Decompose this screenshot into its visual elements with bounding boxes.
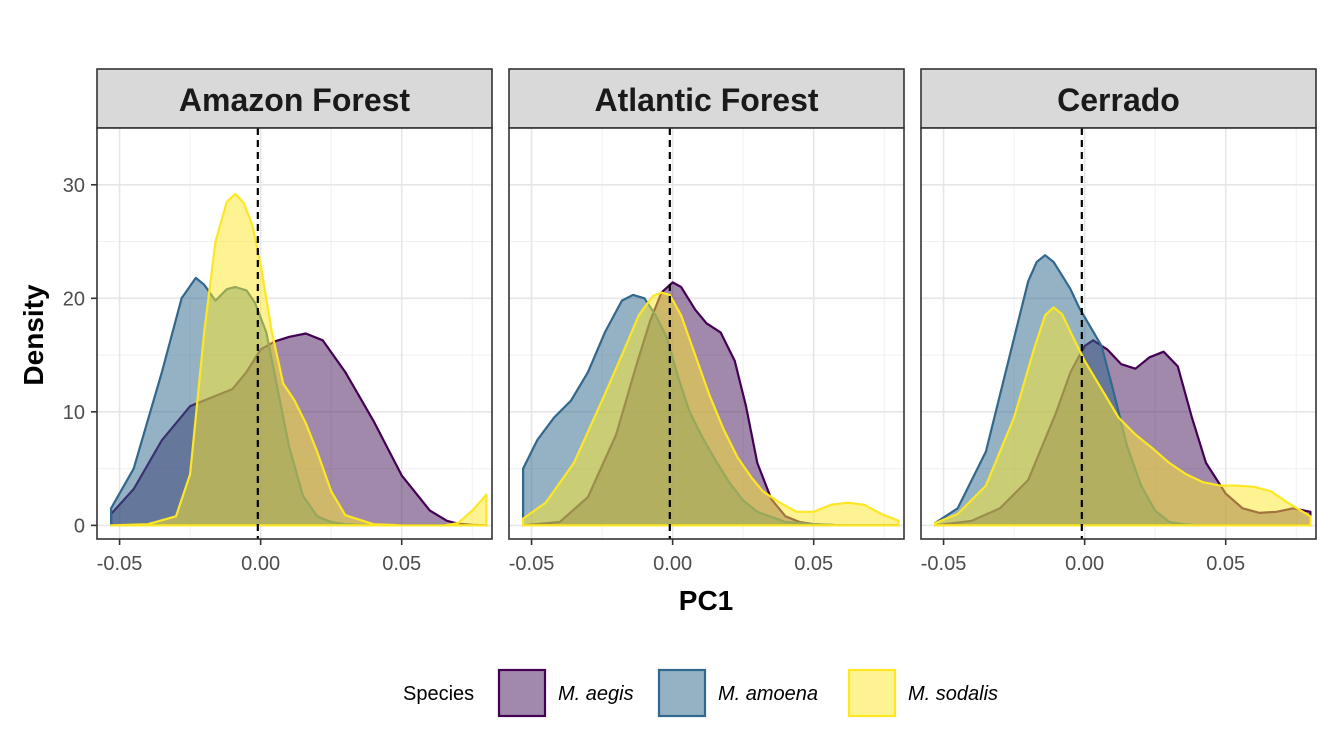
facet-title: Atlantic Forest [594, 82, 818, 118]
panel-border [920, 127, 1317, 540]
x-tick-label: 0.05 [382, 553, 421, 575]
legend-item-m-amoena: M. amoena [657, 668, 818, 718]
facet-strip [96, 68, 493, 129]
legend-title: Species [403, 683, 474, 705]
legend-swatch [497, 668, 547, 718]
x-tick-label: 0.00 [241, 553, 280, 575]
legend-item-m-sodalis: M. sodalis [847, 668, 998, 718]
density-areas [110, 192, 488, 527]
density-area-m-sodalis [110, 192, 488, 527]
y-tick-label: 20 [63, 288, 85, 310]
legend-label: M. sodalis [908, 683, 998, 705]
x-axis: -0.05 0.00 0.05 [509, 539, 833, 575]
x-tick-label: -0.05 [921, 553, 967, 575]
facet-title: Amazon Forest [179, 82, 410, 118]
panel-border [96, 127, 493, 540]
x-axis-title: PC1 [679, 585, 733, 616]
legend-label: M. aegis [558, 683, 634, 705]
y-axis: 0 10 20 30 [63, 175, 97, 537]
panel-border [508, 127, 905, 540]
density-area-m-sodalis [934, 306, 1312, 527]
facet-atlantic-forest: Atlantic Forest -0.05 0.00 0.05 [508, 68, 905, 575]
legend-label: M. amoena [718, 683, 818, 705]
density-area-m-sodalis [522, 291, 900, 527]
facet-strip [508, 68, 905, 129]
legend-swatch [847, 668, 897, 718]
y-tick-label: 0 [74, 515, 85, 537]
density-areas [522, 281, 900, 527]
y-axis-title: Density [18, 284, 49, 386]
y-tick-label: 30 [63, 175, 85, 197]
y-tick-label: 10 [63, 402, 85, 424]
x-axis: -0.05 0.00 0.05 [921, 539, 1245, 575]
facet-amazon-forest: Amazon Forest -0.05 0.00 0.05 [96, 68, 493, 575]
legend-item-m-aegis: M. aegis [497, 668, 634, 718]
x-tick-label: -0.05 [509, 553, 555, 575]
facet-strip [920, 68, 1317, 129]
legend: Species M. aegis M. amoena M. sodalis [403, 668, 998, 718]
x-tick-label: 0.05 [1206, 553, 1245, 575]
x-axis: -0.05 0.00 0.05 [97, 539, 421, 575]
x-tick-label: 0.00 [653, 553, 692, 575]
legend-swatch [657, 668, 707, 718]
x-tick-label: 0.00 [1065, 553, 1104, 575]
x-tick-label: 0.05 [794, 553, 833, 575]
facet-title: Cerrado [1057, 82, 1180, 118]
density-areas [934, 254, 1312, 527]
x-tick-label: -0.05 [97, 553, 143, 575]
facet-cerrado: Cerrado -0.05 0.00 0.05 [920, 68, 1317, 575]
